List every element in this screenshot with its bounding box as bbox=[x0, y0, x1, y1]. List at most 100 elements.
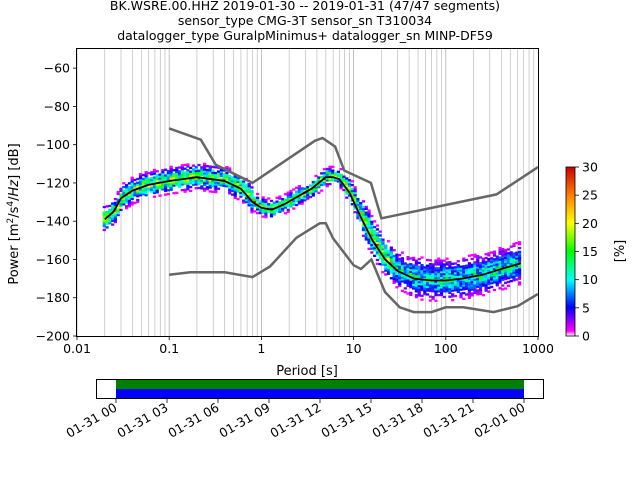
heatmap-cell bbox=[175, 176, 179, 179]
heatmap-cell bbox=[414, 295, 419, 299]
heatmap-cell bbox=[242, 180, 246, 183]
heatmap-cell bbox=[211, 181, 215, 184]
heatmap-cell bbox=[122, 182, 126, 185]
heatmap-cell bbox=[292, 201, 296, 204]
heatmap-cell bbox=[267, 203, 271, 206]
heatmap-cell bbox=[414, 282, 419, 285]
heatmap-cell bbox=[303, 197, 307, 200]
heatmap-cell bbox=[506, 284, 511, 287]
heatmap-cell bbox=[492, 281, 497, 284]
heatmap-cell bbox=[490, 280, 494, 283]
heatmap-cell bbox=[317, 178, 321, 181]
heatmap-cell bbox=[423, 271, 427, 275]
heatmap-cell bbox=[169, 175, 173, 178]
heatmap-cell bbox=[158, 184, 162, 188]
title-line-1: BK.WSRE.00.HHZ 2019-01-30 -- 2019-01-31 … bbox=[110, 0, 500, 13]
heatmap-cell bbox=[308, 190, 313, 193]
heatmap-cell bbox=[451, 274, 455, 277]
heatmap-cell bbox=[347, 194, 352, 197]
heatmap-cell bbox=[501, 284, 505, 287]
heatmap-cell bbox=[384, 265, 388, 268]
heatmap-cell bbox=[138, 176, 143, 180]
heatmap-cell bbox=[180, 164, 184, 167]
heatmap-cell bbox=[219, 168, 223, 172]
heatmap-cell bbox=[250, 193, 254, 197]
heatmap-cell bbox=[255, 208, 260, 211]
heatmap-cell bbox=[445, 288, 449, 291]
heatmap-cell bbox=[347, 188, 352, 192]
heatmap-cell bbox=[504, 254, 508, 258]
heatmap-cell bbox=[476, 262, 480, 265]
heatmap-cell bbox=[138, 194, 143, 197]
heatmap-cell bbox=[144, 180, 148, 183]
heatmap-cell bbox=[258, 202, 262, 205]
heatmap-cell bbox=[208, 167, 212, 170]
heatmap-cell bbox=[386, 251, 391, 254]
heatmap-cell bbox=[417, 277, 421, 280]
heatmap-cell bbox=[331, 165, 335, 169]
heatmap-cell bbox=[476, 289, 480, 292]
heatmap-cell bbox=[395, 265, 399, 268]
heatmap-cell bbox=[403, 271, 407, 275]
heatmap-cell bbox=[442, 284, 446, 287]
heatmap-cell bbox=[175, 168, 179, 172]
heatmap-cell bbox=[412, 256, 416, 260]
heatmap-cell bbox=[361, 205, 366, 209]
heatmap-cell bbox=[367, 215, 371, 218]
heatmap-cell bbox=[495, 259, 499, 262]
heatmap-cell bbox=[300, 189, 304, 192]
heatmap-cell bbox=[353, 195, 357, 199]
heatmap-cell bbox=[286, 204, 290, 208]
heatmap-cell bbox=[498, 287, 502, 290]
heatmap-cell bbox=[412, 270, 416, 273]
heatmap-cell bbox=[108, 210, 112, 213]
heatmap-cell bbox=[384, 273, 388, 276]
x-axis-label: Period [s] bbox=[276, 364, 338, 379]
heatmap-cell bbox=[409, 257, 413, 260]
heatmap-cell bbox=[442, 274, 446, 278]
heatmap-cell bbox=[350, 187, 354, 191]
heatmap-cell bbox=[166, 171, 170, 175]
heatmap-cell bbox=[130, 178, 134, 181]
heatmap-cell bbox=[308, 184, 313, 187]
heatmap-cell bbox=[250, 205, 254, 208]
heatmap-cell bbox=[244, 185, 249, 188]
heatmap-cell bbox=[367, 226, 371, 229]
heatmap-cell bbox=[487, 263, 491, 267]
heatmap-cell bbox=[509, 260, 513, 264]
heatmap-cell bbox=[111, 202, 115, 205]
heatmap-cell bbox=[381, 259, 385, 262]
heatmap-cell bbox=[367, 228, 371, 231]
heatmap-cell bbox=[467, 262, 471, 265]
heatmap-cell bbox=[361, 207, 366, 211]
colorbar-tick-label: 15 bbox=[582, 244, 598, 259]
heatmap-cell bbox=[164, 187, 168, 191]
heatmap-cell bbox=[442, 288, 446, 291]
heatmap-cell bbox=[434, 291, 438, 295]
heatmap-cell bbox=[470, 267, 474, 270]
heatmap-cell bbox=[478, 288, 483, 292]
heatmap-cell bbox=[189, 166, 193, 170]
heatmap-cell bbox=[509, 266, 513, 269]
heatmap-cell bbox=[152, 185, 157, 189]
heatmap-cell bbox=[247, 186, 251, 190]
heatmap-cell bbox=[389, 254, 393, 257]
heatmap-cell bbox=[487, 252, 491, 255]
heatmap-cell bbox=[242, 182, 246, 185]
heatmap-cell bbox=[364, 207, 368, 210]
heatmap-cell bbox=[269, 215, 274, 218]
chart-title: BK.WSRE.00.HHZ 2019-01-30 -- 2019-01-31 … bbox=[110, 0, 500, 43]
heatmap-cell bbox=[459, 286, 463, 289]
heatmap-cell bbox=[364, 234, 368, 237]
heatmap-cell bbox=[169, 182, 173, 186]
heatmap-cell bbox=[384, 269, 388, 272]
heatmap-cell bbox=[470, 292, 474, 295]
heatmap-cell bbox=[345, 192, 349, 195]
heatmap-cell bbox=[437, 290, 441, 293]
heatmap-cell bbox=[244, 183, 249, 186]
heatmap-cell bbox=[428, 284, 432, 287]
heatmap-cell bbox=[308, 192, 313, 195]
heatmap-cell bbox=[164, 178, 168, 181]
heatmap-cell bbox=[331, 173, 335, 176]
heatmap-cell bbox=[211, 183, 215, 186]
